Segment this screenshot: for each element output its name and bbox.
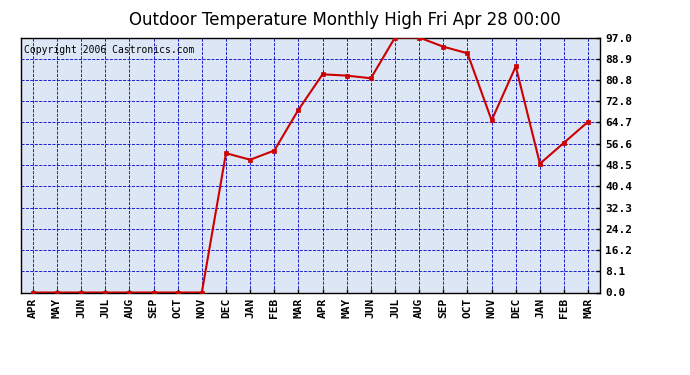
Text: Outdoor Temperature Monthly High Fri Apr 28 00:00: Outdoor Temperature Monthly High Fri Apr… — [129, 11, 561, 29]
Text: Copyright 2006 Castronics.com: Copyright 2006 Castronics.com — [23, 45, 194, 55]
